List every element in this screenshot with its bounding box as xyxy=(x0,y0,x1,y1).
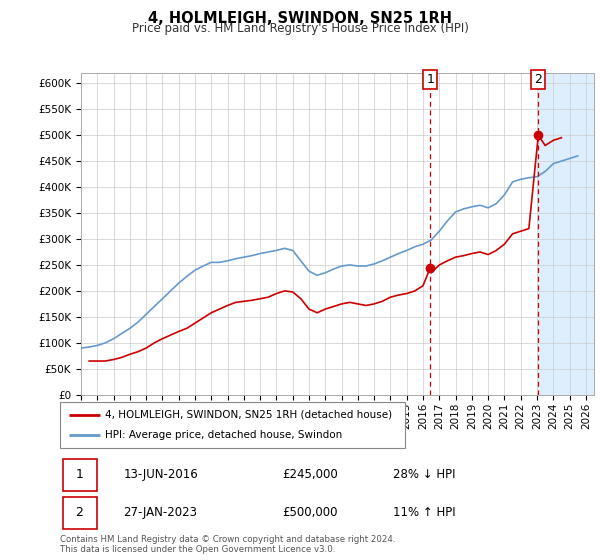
Text: 1: 1 xyxy=(76,468,83,482)
Text: 2: 2 xyxy=(76,506,83,520)
Text: 13-JUN-2016: 13-JUN-2016 xyxy=(124,468,198,482)
Text: 4, HOLMLEIGH, SWINDON, SN25 1RH (detached house): 4, HOLMLEIGH, SWINDON, SN25 1RH (detache… xyxy=(105,410,392,420)
FancyBboxPatch shape xyxy=(62,459,97,491)
Text: Price paid vs. HM Land Registry's House Price Index (HPI): Price paid vs. HM Land Registry's House … xyxy=(131,22,469,35)
Text: 27-JAN-2023: 27-JAN-2023 xyxy=(124,506,197,520)
Text: 4, HOLMLEIGH, SWINDON, SN25 1RH: 4, HOLMLEIGH, SWINDON, SN25 1RH xyxy=(148,11,452,26)
Text: 11% ↑ HPI: 11% ↑ HPI xyxy=(392,506,455,520)
Text: HPI: Average price, detached house, Swindon: HPI: Average price, detached house, Swin… xyxy=(105,430,342,440)
Text: 28% ↓ HPI: 28% ↓ HPI xyxy=(392,468,455,482)
Text: 2: 2 xyxy=(535,73,542,86)
Bar xyxy=(538,73,594,395)
FancyBboxPatch shape xyxy=(60,402,405,448)
Text: £245,000: £245,000 xyxy=(282,468,338,482)
FancyBboxPatch shape xyxy=(62,497,97,529)
Text: £500,000: £500,000 xyxy=(282,506,337,520)
Text: 1: 1 xyxy=(427,73,434,86)
Text: Contains HM Land Registry data © Crown copyright and database right 2024.
This d: Contains HM Land Registry data © Crown c… xyxy=(60,535,395,554)
